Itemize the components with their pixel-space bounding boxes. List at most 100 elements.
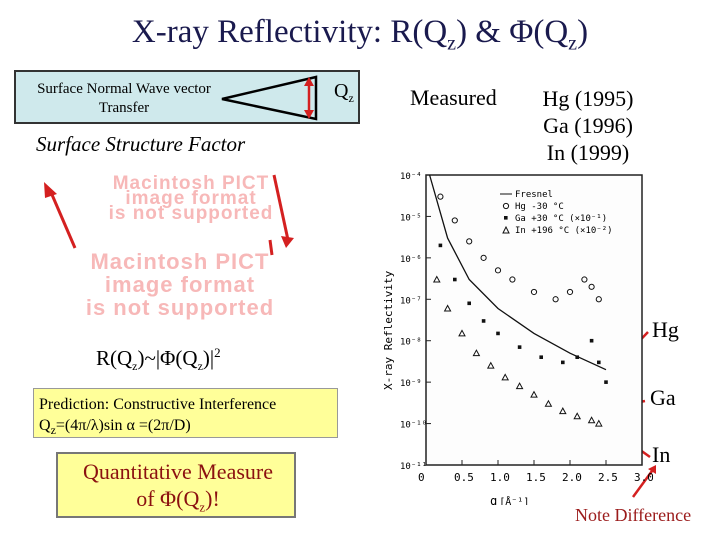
curve-label-hg: Hg: [652, 317, 679, 342]
y-tick-label: 10⁻⁸: [400, 338, 422, 348]
wave-vector-box: Surface Normal Wave vector Transfer Qz: [14, 70, 360, 124]
quantitative-line-2: of Φ(Qz)!: [58, 485, 298, 520]
pict-line: Macintosh PICT: [90, 249, 270, 274]
x-tick-label: 0.5: [454, 471, 474, 484]
y-tick-label: 10⁻¹⁰: [400, 421, 427, 431]
relation-c: )|: [202, 346, 215, 370]
plot-legend: Fresnel Hg -30 °C Ga +30 °C (×10⁻¹) In +196…: [500, 190, 613, 236]
pict-line: image format: [125, 188, 257, 209]
in-data-point: [486, 361, 495, 369]
ga-data-point: [539, 355, 543, 360]
y-tick-label: 10⁻⁴: [400, 172, 422, 182]
hg-data-point: [552, 296, 559, 303]
pict-placeholder-2: Macintosh PICT image format is not suppo…: [50, 250, 310, 319]
legend-entry: Fresnel: [515, 190, 553, 200]
pict-placeholder-1: Macintosh PICT image format is not suppo…: [36, 173, 346, 224]
quantitative-line-2a: of Φ(Q: [136, 486, 200, 511]
fresnel-curve: [428, 174, 607, 371]
slide-title: X-ray Reflectivity: R(Qz) & Φ(Qz): [0, 14, 720, 56]
legend-entry: Hg -30 °C: [515, 202, 564, 212]
curve-label-in: In: [652, 442, 671, 467]
in-data-point: [530, 390, 538, 398]
ga-data-point: [604, 380, 608, 384]
prediction-box: Prediction: Constructive Interference Qz…: [33, 388, 338, 438]
legend-ga-marker: [504, 216, 508, 220]
pict-line: is not supported: [108, 203, 274, 224]
in-data-point: [558, 407, 567, 415]
qz-main: Q: [334, 80, 349, 102]
pict-line: image format: [104, 272, 256, 297]
hg-data-point: [451, 217, 458, 224]
x-tick-label: 1.0: [490, 471, 510, 484]
qz-label: Qz: [334, 80, 354, 106]
quantitative-line-2b: )!: [205, 486, 220, 511]
hg-data-point: [509, 276, 516, 283]
element-item: Hg (1995): [542, 86, 634, 111]
in-data-point: [587, 416, 596, 424]
relation-a: R(Q: [96, 346, 133, 370]
qz-arrowhead-top: [304, 77, 314, 86]
ga-data-point: [453, 277, 457, 282]
arrowhead: [281, 236, 294, 248]
quantitative-text: Quantitative Measure of Φ(Qz)!: [58, 458, 298, 520]
legend-hg-marker: [502, 202, 510, 210]
ga-data-point: [467, 301, 471, 306]
y-tick-label: 10⁻⁹: [400, 379, 422, 389]
quantitative-line-1: Quantitative Measure: [83, 459, 273, 484]
prediction-q-sub: z: [50, 423, 56, 438]
curve-label-ga: Ga: [650, 385, 676, 410]
element-list: Hg (1995) Ga (1996) In (1999): [528, 85, 648, 166]
title-sub-2: z: [568, 32, 578, 55]
plot-frame: [425, 174, 643, 466]
qz-sub: z: [348, 91, 354, 105]
x-axis-label-q: q: [490, 494, 497, 505]
note-difference: Note Difference: [575, 505, 692, 525]
in-data-point: [458, 329, 466, 337]
quantitative-sub: z: [199, 499, 206, 515]
ga-data-point: [496, 331, 500, 336]
wave-vector-diagram: [221, 75, 318, 121]
pict-line: Macintosh PICT: [112, 173, 270, 194]
hg-data-point: [466, 238, 473, 245]
hg-data-point: [595, 296, 602, 303]
ga-data-point: [597, 360, 601, 365]
hg-data-point: [437, 193, 444, 200]
pict-line: is not supported: [85, 295, 275, 320]
y-axis-label: X-ray Reflectivity: [382, 270, 395, 390]
x-axis-label: q [Å⁻¹]: [490, 494, 529, 505]
hg-data-point: [581, 276, 588, 283]
ga-data-point: [575, 355, 579, 360]
relation-a-sub: z: [132, 359, 138, 374]
prediction-line-2: Qz=(4π/λ)sin α =(2π/D): [39, 415, 276, 441]
relation-sup: 2: [214, 345, 221, 360]
reflectivity-plot: 10⁻⁴ 10⁻⁵ 10⁻⁶ 10⁻⁷ 10⁻⁸ 10⁻⁹ 10⁻¹⁰ 10⁻¹¹0 0.5 1.…: [382, 172, 653, 505]
y-tick-label: 10⁻¹¹: [400, 462, 427, 472]
x-tick-label: 2.0: [562, 471, 582, 484]
prediction-line-1: Prediction: Constructive Interference: [39, 396, 277, 413]
x-axis-unit: [Å⁻¹]: [499, 495, 529, 505]
hg-data-point: [480, 254, 487, 261]
legend-entry: Ga +30 °C (×10⁻¹): [515, 214, 607, 224]
hg-data-point: [494, 267, 502, 274]
in-data-point: [573, 412, 582, 420]
legend-in-marker: [502, 225, 510, 234]
title-text-end: ): [577, 14, 589, 50]
legend-entry: In +196 °C (×10⁻²): [515, 226, 613, 236]
hg-data-point: [566, 288, 574, 296]
title-sub-1: z: [447, 32, 457, 55]
plot-series: [428, 174, 608, 427]
x-tick-label: 2.5: [598, 471, 618, 484]
prediction-q: Q: [39, 417, 51, 434]
ga-data-point: [517, 345, 522, 349]
x-tick-label: 0: [418, 471, 425, 484]
measured-label: Measured: [410, 85, 497, 110]
title-text-mid: ) & Φ(Q: [456, 14, 569, 50]
axis-ticks: 10⁻⁴ 10⁻⁵ 10⁻⁶ 10⁻⁷ 10⁻⁸ 10⁻⁹ 10⁻¹⁰ 10⁻¹¹0 0.5 1.…: [400, 172, 653, 484]
ga-data-point: [589, 338, 594, 343]
in-data-point: [544, 399, 553, 407]
element-item: In (1999): [546, 140, 630, 165]
in-data-point: [501, 373, 510, 381]
prediction-formula: =(4π/λ)sin α =(2π/D): [55, 417, 191, 434]
in-data-point: [443, 304, 452, 312]
y-tick-label: 10⁻⁷: [400, 296, 422, 306]
